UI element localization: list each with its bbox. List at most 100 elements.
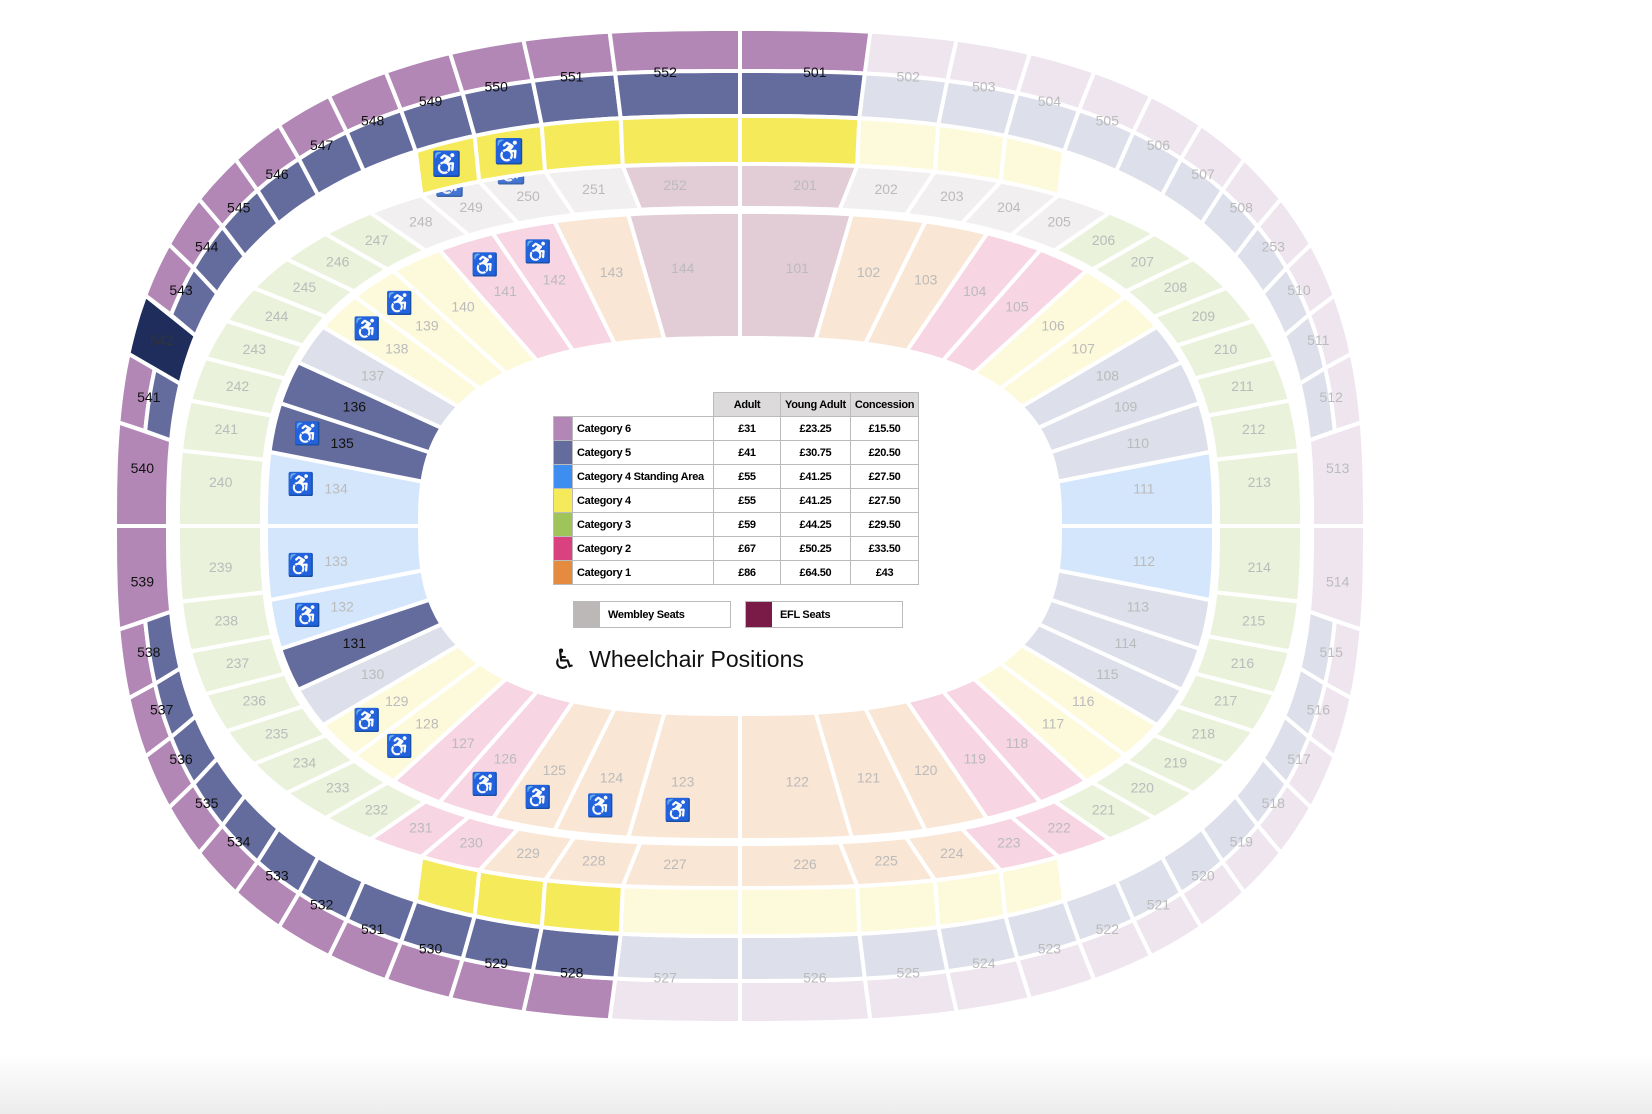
section-label: 226 xyxy=(793,856,817,872)
section-label: 138 xyxy=(385,341,409,357)
section-label: 134 xyxy=(324,480,348,496)
cat4-band-segment[interactable] xyxy=(618,883,742,938)
section-label: 133 xyxy=(324,553,348,569)
section-label: 240 xyxy=(209,474,233,490)
price-concession: £33.50 xyxy=(849,536,920,561)
wheelchair-icon: ♿ xyxy=(432,150,462,178)
section-label: 137 xyxy=(361,367,385,383)
price-young-adult: £64.50 xyxy=(780,560,851,585)
section-label: 231 xyxy=(409,820,433,836)
cat4-band-segment[interactable] xyxy=(738,114,862,169)
wheelchair-icon: ♿ xyxy=(294,421,321,446)
wheelchair-icon: ♿ xyxy=(353,316,380,341)
section-label: 207 xyxy=(1131,254,1155,270)
section-label: 221 xyxy=(1092,801,1116,817)
price-adult: £55 xyxy=(713,488,781,513)
section-label: 507 xyxy=(1191,166,1215,182)
section-label: 217 xyxy=(1214,692,1238,708)
section-252[interactable] xyxy=(619,162,742,212)
cat4-band-segment[interactable] xyxy=(855,878,941,936)
wheelchair-icon: ♿ xyxy=(471,772,498,797)
section-label: 224 xyxy=(940,845,964,861)
wheelchair-icon: ♿ xyxy=(287,471,314,496)
section-label: 118 xyxy=(1006,735,1029,751)
category-swatch xyxy=(553,536,573,561)
section-144[interactable] xyxy=(625,210,742,342)
section-label: 243 xyxy=(243,341,267,357)
price-legend-table: Adult Young Adult Concession Category 6 … xyxy=(553,392,920,585)
section-label: 120 xyxy=(914,762,938,778)
section-label: 540 xyxy=(131,460,155,476)
section-label: 228 xyxy=(582,853,606,869)
section-label: 132 xyxy=(330,598,354,614)
section-label: 516 xyxy=(1307,701,1331,717)
price-concession: £43 xyxy=(849,560,920,585)
bottom-shadow xyxy=(0,1054,1652,1114)
section-label: 105 xyxy=(1005,298,1029,314)
section-label: 253 xyxy=(1262,238,1286,254)
cat4-band-segment[interactable] xyxy=(618,114,742,169)
section-label: 534 xyxy=(227,834,251,850)
category-label: Category 3 xyxy=(572,512,714,537)
section-label: 235 xyxy=(265,725,289,741)
category-label: Category 5 xyxy=(572,440,714,465)
price-concession: £27.50 xyxy=(849,464,920,489)
section-label: 131 xyxy=(343,635,367,651)
section-label: 227 xyxy=(663,856,687,872)
category-swatch xyxy=(553,488,573,513)
section-label: 544 xyxy=(195,238,219,254)
legend-header-blank xyxy=(554,393,714,417)
section-label: 502 xyxy=(897,69,921,85)
cat4-band-segment[interactable] xyxy=(539,878,625,936)
section-label: 250 xyxy=(516,188,540,204)
header-concession: Concession xyxy=(849,392,920,417)
section-label: 542 xyxy=(150,332,174,348)
section-label: 229 xyxy=(516,845,540,861)
section-label: 528 xyxy=(560,965,584,981)
efl-seats-key: EFL Seats xyxy=(745,601,903,628)
price-adult: £55 xyxy=(713,464,781,489)
section-label: 510 xyxy=(1287,282,1311,298)
cat4-band-segment[interactable] xyxy=(539,116,625,174)
price-young-adult: £44.25 xyxy=(780,512,851,537)
section-527[interactable] xyxy=(612,931,742,983)
price-adult: £41 xyxy=(713,440,781,465)
category-swatch xyxy=(553,440,573,465)
section-label: 109 xyxy=(1114,399,1138,415)
category-swatch xyxy=(553,464,573,489)
legend-row: Category 6 £31 £23.25 £15.50 xyxy=(553,416,920,441)
section-label: 210 xyxy=(1214,341,1238,357)
section-label: 144 xyxy=(671,260,695,276)
section-label: 242 xyxy=(226,378,250,394)
price-adult: £59 xyxy=(713,512,781,537)
section-label: 203 xyxy=(940,188,964,204)
section-label: 543 xyxy=(169,282,193,298)
section-label: 552 xyxy=(654,64,678,80)
section-label: 140 xyxy=(451,298,475,314)
section-label: 222 xyxy=(1047,820,1071,836)
section-552[interactable] xyxy=(612,69,742,121)
legend-row: Category 4 £55 £41.25 £27.50 xyxy=(553,488,920,513)
section-label: 505 xyxy=(1096,113,1120,129)
section-label: 527 xyxy=(654,970,678,986)
section-label: 216 xyxy=(1231,655,1255,671)
section-label: 504 xyxy=(1038,93,1062,109)
cat4-band-segment[interactable] xyxy=(855,116,941,174)
section-label: 526 xyxy=(803,970,827,986)
section-label: 506 xyxy=(1147,137,1171,153)
price-concession: £27.50 xyxy=(849,488,920,513)
section-label: 245 xyxy=(293,279,317,295)
section-label: 215 xyxy=(1242,612,1266,628)
cat4-band-segment[interactable] xyxy=(738,883,862,938)
category-swatch xyxy=(553,416,573,441)
section-label: 225 xyxy=(874,853,898,869)
section-label: 114 xyxy=(1114,635,1137,651)
section-label: 111 xyxy=(1133,480,1154,496)
section-label: 522 xyxy=(1096,921,1120,937)
section-label: 123 xyxy=(671,774,695,790)
section-label: 108 xyxy=(1096,367,1120,383)
section-label: 519 xyxy=(1230,834,1254,850)
section-label: 201 xyxy=(793,177,817,193)
legend-row: Category 4 Standing Area £55 £41.25 £27.… xyxy=(553,464,920,489)
